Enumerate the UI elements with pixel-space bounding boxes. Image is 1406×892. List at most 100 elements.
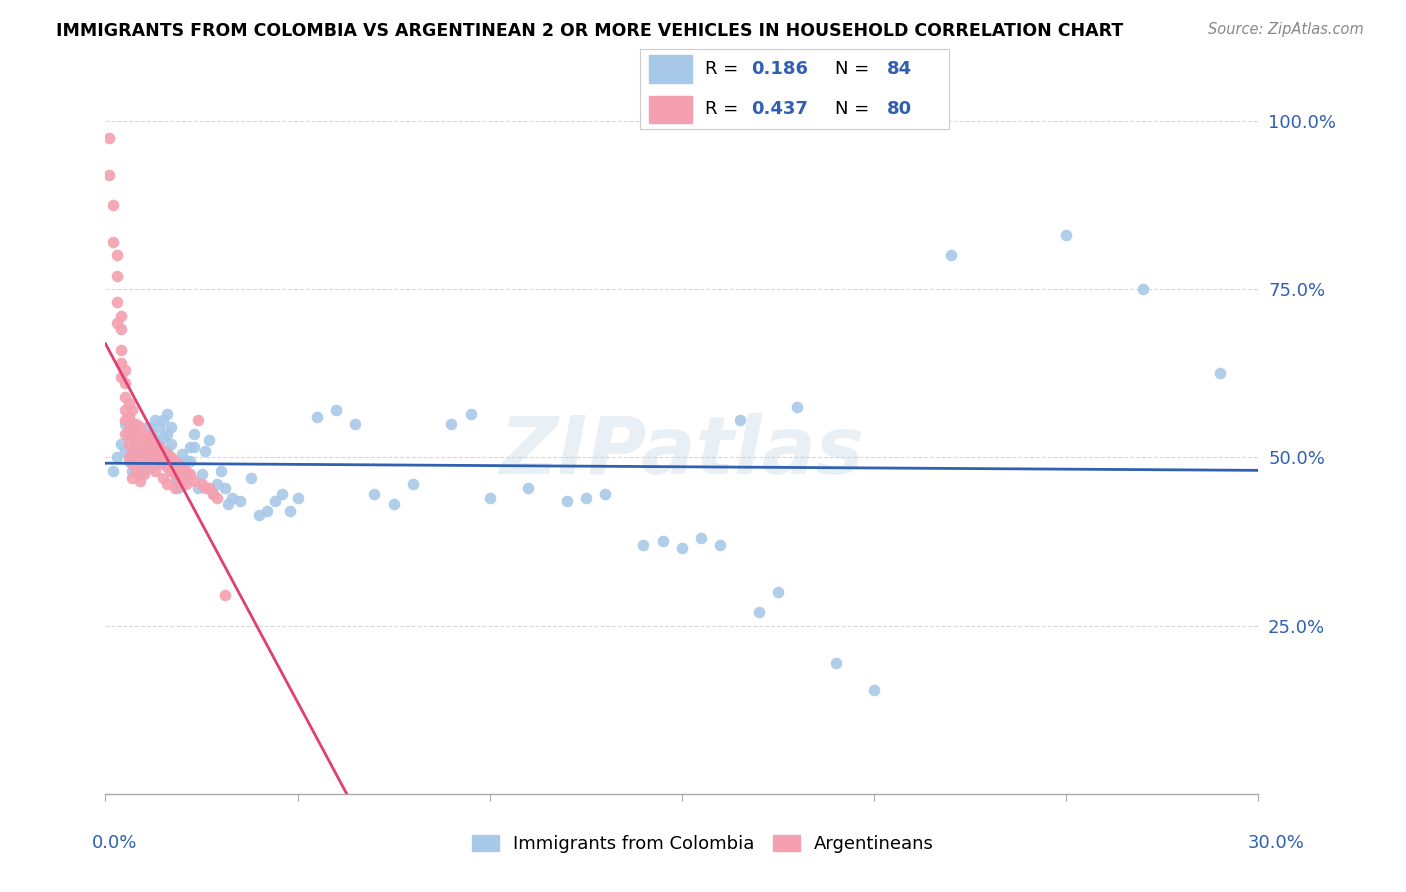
Point	[98, 168, 121, 182]
Text: IMMIGRANTS FROM COLOMBIA VS ARGENTINEAN 2 OR MORE VEHICLES IN HOUSEHOLD CORRELAT: IMMIGRANTS FROM COLOMBIA VS ARGENTINEAN …	[56, 22, 1123, 40]
Point	[125, 426, 148, 441]
Point	[221, 491, 243, 505]
Point	[172, 474, 194, 488]
Point	[179, 440, 201, 454]
Point	[159, 450, 181, 465]
Point	[132, 437, 155, 451]
Point	[105, 248, 128, 262]
Point	[117, 437, 139, 451]
Point	[183, 426, 205, 441]
Point	[129, 420, 152, 434]
Point	[125, 450, 148, 465]
Point	[163, 481, 186, 495]
Point	[117, 409, 139, 424]
Point	[240, 470, 263, 484]
Point	[125, 464, 148, 478]
Text: R =: R =	[704, 60, 744, 78]
Text: Source: ZipAtlas.com: Source: ZipAtlas.com	[1208, 22, 1364, 37]
Point	[148, 453, 170, 467]
Point	[121, 447, 143, 461]
Point	[152, 430, 174, 444]
Point	[156, 443, 179, 458]
Point	[478, 491, 501, 505]
Point	[205, 477, 228, 491]
Point	[152, 413, 174, 427]
Point	[121, 403, 143, 417]
Point	[198, 481, 221, 495]
Point	[110, 356, 132, 370]
Point	[110, 309, 132, 323]
Point	[167, 457, 190, 471]
Point	[114, 403, 136, 417]
Point	[179, 453, 201, 467]
Point	[172, 460, 194, 475]
Point	[159, 437, 181, 451]
Point	[159, 453, 181, 467]
Point	[440, 417, 463, 431]
Point	[132, 426, 155, 441]
Point	[575, 491, 598, 505]
Point	[141, 443, 163, 458]
Point	[136, 430, 159, 444]
Point	[141, 434, 163, 448]
Point	[167, 470, 190, 484]
Point	[145, 450, 167, 465]
Point	[110, 437, 132, 451]
Point	[214, 481, 236, 495]
Point	[209, 464, 232, 478]
Point	[382, 498, 405, 512]
Point	[114, 413, 136, 427]
Bar	[650, 95, 692, 123]
Point	[214, 588, 236, 602]
Text: N =: N =	[835, 60, 875, 78]
Point	[141, 426, 163, 441]
Point	[129, 434, 152, 448]
Text: R =: R =	[704, 100, 744, 119]
Point	[198, 434, 221, 448]
Point	[229, 494, 252, 508]
Point	[748, 605, 770, 619]
Point	[145, 434, 167, 448]
Point	[101, 235, 124, 249]
Point	[172, 460, 194, 475]
Point	[460, 407, 482, 421]
Point	[129, 450, 152, 465]
Point	[148, 440, 170, 454]
Point	[344, 417, 367, 431]
Point	[167, 467, 190, 482]
Point	[121, 464, 143, 478]
Point	[593, 487, 616, 501]
Point	[132, 467, 155, 482]
Point	[152, 457, 174, 471]
Point	[117, 450, 139, 465]
Point	[709, 538, 731, 552]
Bar	[650, 55, 692, 83]
Point	[121, 417, 143, 431]
Point	[187, 413, 209, 427]
Point	[517, 481, 540, 495]
Text: 30.0%: 30.0%	[1249, 834, 1305, 852]
Point	[194, 481, 217, 495]
Point	[121, 443, 143, 458]
Point	[125, 417, 148, 431]
Point	[174, 464, 197, 478]
Point	[786, 400, 808, 414]
Point	[110, 322, 132, 336]
Point	[728, 413, 751, 427]
Point	[117, 396, 139, 410]
Point	[129, 460, 152, 475]
Point	[156, 477, 179, 491]
Point	[114, 390, 136, 404]
Point	[766, 585, 789, 599]
Point	[217, 498, 239, 512]
Point	[136, 457, 159, 471]
Legend: Immigrants from Colombia, Argentineans: Immigrants from Colombia, Argentineans	[464, 828, 942, 861]
Point	[129, 434, 152, 448]
Point	[256, 504, 278, 518]
Point	[190, 477, 212, 491]
Point	[129, 447, 152, 461]
Point	[117, 424, 139, 438]
Point	[863, 682, 886, 697]
Point	[651, 534, 673, 549]
Point	[159, 464, 181, 478]
